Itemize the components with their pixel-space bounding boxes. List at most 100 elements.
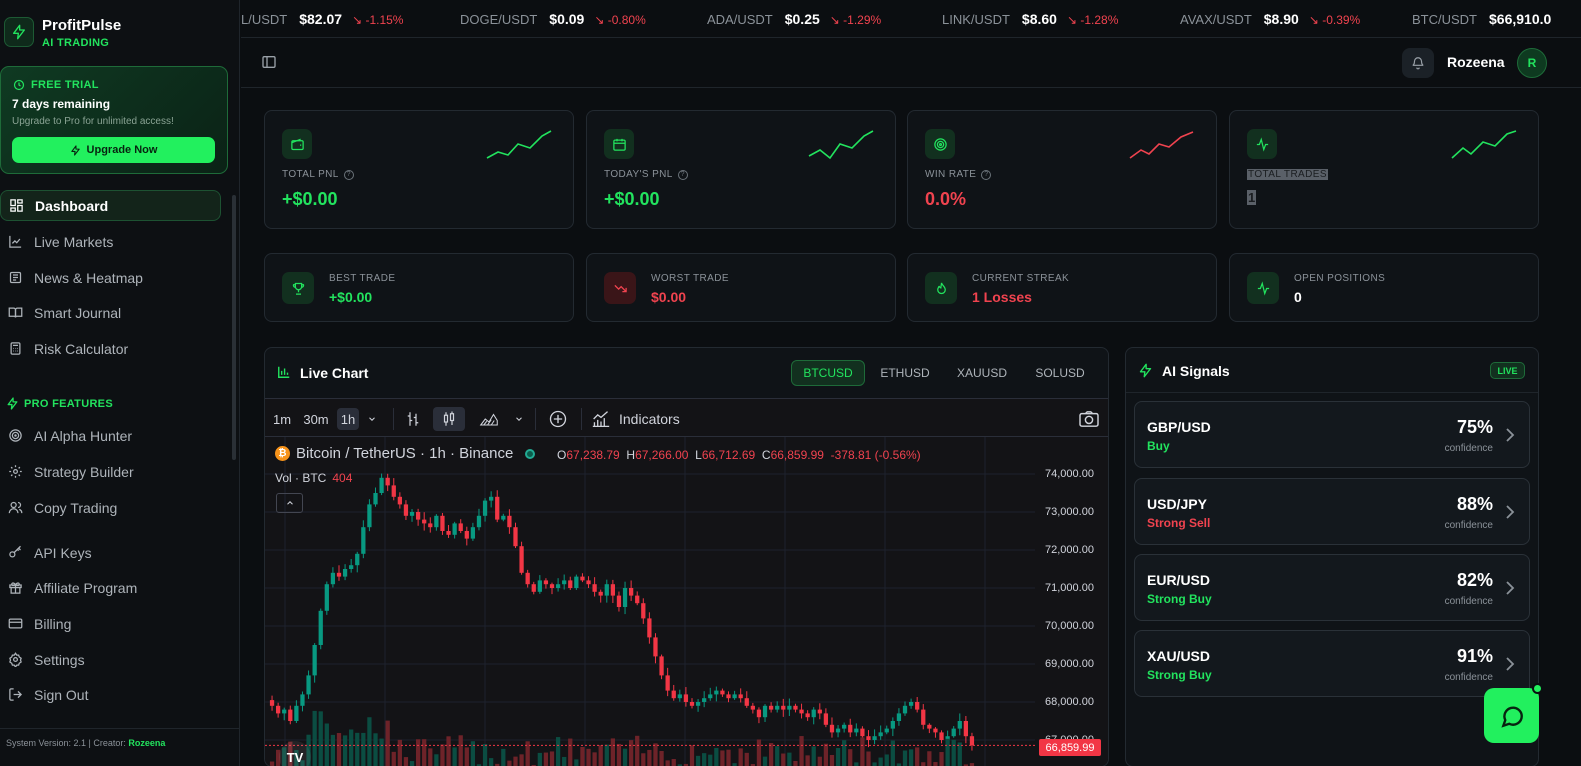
chevron-right-icon [1506,505,1515,519]
tradingview-logo-icon[interactable]: TV [279,741,311,766]
lightning-icon [1139,363,1152,378]
sidebar-item-smart-journal[interactable]: Smart Journal [0,297,221,328]
ohlc-close: 66,859.99 [770,448,824,462]
ticker-item[interactable]: LINK/USDT $8.60 ↘ -1.28% [942,11,1118,27]
sidebar-toggle-icon[interactable] [261,54,279,72]
sidebar-item-copy-trading[interactable]: Copy Trading [0,492,221,523]
confidence-label: confidence [1444,443,1493,454]
sidebar-item-news-heatmap[interactable]: News & Heatmap [0,262,221,293]
chart-type-chevron-icon[interactable] [509,407,529,431]
candle [330,572,336,585]
sparkline-down [1129,131,1194,159]
notifications-button[interactable] [1402,48,1434,78]
volume-legend: Vol · BTC 404 [275,471,352,485]
sidebar-item-dashboard[interactable]: Dashboard [0,190,221,221]
candle [269,700,275,706]
volume-bar [665,760,670,766]
volume-bar [957,742,962,766]
volume-bar [300,760,305,766]
trial-tag: FREE TRIAL [13,79,99,91]
candle [732,694,737,699]
timeframe-1m[interactable]: 1m [272,411,292,427]
volume-bar [282,747,287,766]
candle [939,732,944,740]
sidebar-item-live-markets[interactable]: Live Markets [0,226,221,257]
tab-solusd[interactable]: SOLUSD [1035,366,1085,380]
chat-support-button[interactable] [1484,688,1539,743]
upgrade-now-button[interactable]: Upgrade Now [12,137,215,163]
sidebar-item-sign-out[interactable]: Sign Out [0,679,221,710]
ticker-item[interactable]: AVAX/USDT $8.90 ↘ -0.39% [1180,11,1360,27]
chat-bubble-icon [1500,706,1523,728]
avatar[interactable]: R [1517,48,1547,78]
candle [726,694,731,699]
timeframe-dropdown-chevron-icon[interactable] [362,407,382,431]
version-text: System Version: 2.1 | Creator: [6,738,126,748]
ticker-item[interactable]: BTC/USDT $66,910.0 [1412,11,1561,27]
candle [300,694,305,706]
timeframe-30m[interactable]: 30m [303,411,329,427]
ticker-item[interactable]: DOGE/USDT $0.09 ↘ -0.80% [460,11,646,27]
tab-ethusd[interactable]: ETHUSD [880,366,930,380]
candle [628,588,634,596]
volume-bar [902,750,908,766]
candle [458,523,463,531]
sidebar-scrollbar[interactable] [232,195,236,460]
signal-card-xauusd[interactable]: XAU/USD Strong Buy 91% confidence [1134,630,1530,697]
sidebar-item-billing[interactable]: Billing [0,608,221,639]
collapse-legend-button[interactable] [276,493,303,513]
price-ticker: L/USDT $82.07 ↘ -1.15% DOGE/USDT $0.09 ↘… [241,0,1581,38]
candle [403,504,409,516]
divider [581,408,582,430]
sidebar-item-ai-alpha-hunter[interactable]: AI Alpha Hunter [0,420,221,451]
volume-bar [318,711,323,766]
sidebar-item-risk-calculator[interactable]: Risk Calculator [0,333,221,364]
volume-bar [768,743,774,766]
sidebar-item-affiliate-program[interactable]: Affiliate Program [0,572,221,603]
tradingview-widget[interactable]: 1m 30m 1h Indicators ₿ Bitcoin / TetherU… [265,398,1109,766]
bar-style-icon[interactable] [397,407,429,431]
volume-bar [549,751,555,766]
chart-toolbar: 1m 30m 1h Indicators [265,399,1108,437]
candle [616,595,622,607]
tab-btcusd[interactable]: BTCUSD [791,360,865,386]
ticker-item[interactable]: L/USDT $82.07 ↘ -1.15% [241,11,403,27]
volume-bar [708,754,713,766]
sidebar-item-api-keys[interactable]: API Keys [0,537,221,568]
key-icon [7,545,23,561]
signal-card-usdjpy[interactable]: USD/JPY Strong Sell 88% confidence [1134,478,1530,545]
signal-pair: USD/JPY [1147,496,1207,512]
stat-card-win-rate: WIN RATE? 0.0% [907,110,1217,229]
signal-card-gbpusd[interactable]: GBP/USD Buy 75% confidence [1134,401,1530,468]
user-name[interactable]: Rozeena [1447,54,1505,70]
trophy-icon [282,272,314,304]
calculator-icon [7,341,23,357]
candles-style-icon[interactable] [433,407,465,431]
tab-xauusd[interactable]: XAUUSD [956,366,1007,380]
volume-bar [933,762,938,766]
volume-bar [829,754,835,766]
indicators-button[interactable]: Indicators [591,407,691,431]
volume-bar [872,762,877,766]
sidebar-item-label: API Keys [34,544,92,561]
area-style-icon[interactable] [473,407,505,431]
timeframe-1h[interactable]: 1h [337,408,359,430]
ticker-item[interactable]: ADA/USDT $0.25 ↘ -1.29% [707,11,881,27]
signal-card-eurusd[interactable]: EUR/USD Strong Buy 82% confidence [1134,554,1530,621]
sidebar-item-strategy-builder[interactable]: Strategy Builder [0,456,221,487]
candle [324,584,329,611]
sidebar-item-settings[interactable]: Settings [0,644,221,675]
add-compare-icon[interactable] [542,407,574,431]
stat-card-current-streak: CURRENT STREAK 1 Losses [907,253,1217,322]
price-tick: 71,000.00 [1045,582,1094,594]
candle [854,728,859,733]
candle [391,485,396,497]
stat-label: TODAY'S PNL? [604,169,688,180]
camera-icon[interactable] [1073,407,1105,431]
stat-value: $0.00 [651,289,687,305]
volume-bar [750,764,755,766]
candlestick-chart[interactable] [265,437,1109,766]
volume-bar [501,748,506,766]
divider [535,408,536,430]
lightning-logo-icon [4,17,34,47]
